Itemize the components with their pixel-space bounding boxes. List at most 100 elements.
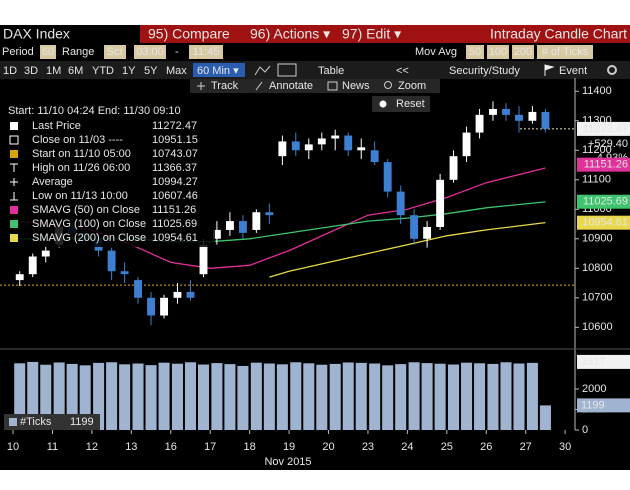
x-tick-label: 30 xyxy=(559,441,571,453)
y-tick-label: 10900 xyxy=(582,233,613,245)
x-tick-label: 12 xyxy=(86,441,98,453)
candle-body xyxy=(160,297,169,316)
legend-icon xyxy=(10,122,18,130)
mov-avg-label: Mov Avg xyxy=(415,46,457,58)
table-button[interactable]: Table xyxy=(318,65,344,77)
legend-value: 10951.15 xyxy=(152,134,198,146)
candle-body xyxy=(528,111,537,121)
range-tab[interactable]: 5Y xyxy=(144,65,158,77)
mov-avg-box xyxy=(466,45,484,59)
period[interactable]: 60 xyxy=(42,46,54,58)
ma-label: 10954.61 xyxy=(582,217,628,229)
volume-bar xyxy=(14,363,26,430)
range-tab[interactable]: 1Y xyxy=(122,65,136,77)
legend-icon xyxy=(9,135,19,145)
flag-icon xyxy=(544,64,555,76)
start-time[interactable]: 03:00 xyxy=(136,46,164,58)
mov-avg[interactable]: 100 xyxy=(489,46,507,58)
actions-button[interactable]: 96) Actions ▾ xyxy=(250,26,330,42)
legend-value: 11025.69 xyxy=(152,218,197,230)
candle-body xyxy=(449,156,458,180)
x-tick-label: 11 xyxy=(47,441,58,453)
x-tick-label: 27 xyxy=(520,441,532,453)
legend-value: 10994.27 xyxy=(152,176,198,188)
x-tick-label: 18 xyxy=(244,441,256,453)
candle-body xyxy=(120,271,129,275)
candle-body xyxy=(225,221,234,230)
legend-value: 10743.07 xyxy=(152,148,198,160)
legend-range: Start: 11/10 04:24 End: 11/30 09:10 xyxy=(8,105,181,117)
volume-bar xyxy=(539,405,551,430)
last-price-label-box xyxy=(577,121,630,136)
volume-bar xyxy=(158,362,170,430)
candle-body xyxy=(173,291,182,298)
range[interactable]: Scr xyxy=(107,46,124,58)
candle-body xyxy=(423,226,432,239)
volume-bar xyxy=(408,362,420,430)
volume-bar xyxy=(500,362,512,430)
zoom-button[interactable]: Zoom xyxy=(398,80,426,92)
moving-average-line xyxy=(269,221,546,278)
annotate-button[interactable]: Annotate xyxy=(269,80,313,92)
range-tab[interactable]: Max xyxy=(166,65,187,77)
period-box xyxy=(40,45,56,59)
legend-value: 10607.46 xyxy=(152,190,198,202)
range-tab[interactable]: 1D xyxy=(3,65,17,77)
x-tick-label: 24 xyxy=(401,441,413,453)
volume-bar xyxy=(93,362,105,430)
ma-label: 11025.69 xyxy=(583,196,628,208)
volume-bar xyxy=(53,362,65,430)
end-time[interactable]: 11:45 xyxy=(193,46,220,58)
candle-body xyxy=(28,256,37,275)
volume-bar xyxy=(263,363,275,430)
range-tab[interactable]: 3D xyxy=(24,65,38,77)
compare-button[interactable]: 95) Compare xyxy=(148,26,230,42)
range-tab[interactable]: YTD xyxy=(92,65,114,77)
edit-button[interactable]: 97) Edit ▾ xyxy=(342,26,401,42)
ma-label-box xyxy=(577,215,630,230)
range-tab[interactable]: 6M xyxy=(68,65,83,77)
volume-bar xyxy=(145,365,157,430)
legend-name: SMAVG (100) on Close xyxy=(32,218,146,230)
legend-name: SMAVG (200) on Close xyxy=(32,232,146,244)
volume-bar xyxy=(211,363,223,430)
study-button[interactable]: Security/Study xyxy=(449,65,520,77)
ticks-mode-box xyxy=(537,45,593,59)
event-button[interactable]: Event xyxy=(559,65,587,77)
volume-bar xyxy=(434,363,446,430)
mov-avg-box xyxy=(512,45,534,59)
y-tick-label: 10600 xyxy=(582,321,613,333)
candle-body xyxy=(317,138,326,145)
candle-body xyxy=(410,215,419,239)
volume-bar xyxy=(197,364,210,430)
mov-avg[interactable]: 200 xyxy=(514,46,532,58)
header-left xyxy=(0,25,140,43)
back-button[interactable]: << xyxy=(396,65,409,77)
range-label: Range xyxy=(62,46,94,58)
y-tick-label: 10700 xyxy=(582,292,613,304)
volume-bar xyxy=(303,363,315,430)
mov-avg[interactable]: 50 xyxy=(469,46,481,58)
volume-bar xyxy=(27,361,39,430)
volume-bar xyxy=(40,364,52,430)
candle-body xyxy=(357,147,366,151)
reset-button[interactable]: Reset xyxy=(396,98,425,110)
volume-bar xyxy=(79,365,91,430)
header-bar xyxy=(140,25,630,43)
legend-name: Last Price xyxy=(32,120,81,132)
legend-value: 11151.26 xyxy=(152,204,196,216)
end-time-box xyxy=(189,45,223,59)
track-button[interactable]: Track xyxy=(211,80,239,92)
last-price-label: 11272.47 xyxy=(583,123,628,135)
volume-last-box xyxy=(577,398,630,413)
news-button[interactable]: News xyxy=(342,80,370,92)
legend-name: Close on 11/03 ---- xyxy=(32,134,123,146)
interval[interactable]: 60 Min ▾ xyxy=(197,65,239,77)
range-tab[interactable]: 1M xyxy=(46,65,61,77)
candle-body xyxy=(475,114,484,133)
candle-body xyxy=(331,135,340,139)
x-tick-label: 10 xyxy=(7,441,19,453)
volume-legend-box xyxy=(4,414,100,430)
legend-value: 11272.47 xyxy=(152,120,197,132)
ticks-mode[interactable]: # of Ticks xyxy=(542,46,589,58)
